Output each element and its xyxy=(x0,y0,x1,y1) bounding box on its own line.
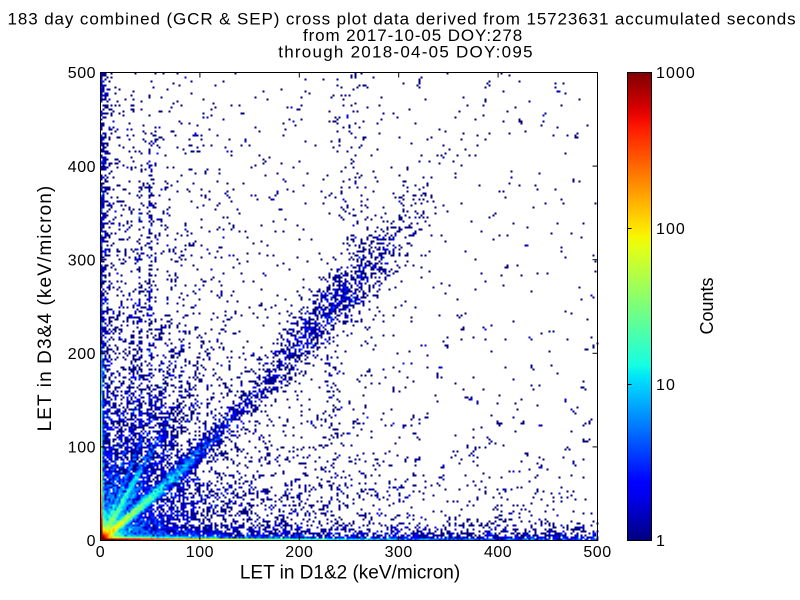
svg-text:400: 400 xyxy=(484,544,512,561)
svg-text:LET in D1&2 (keV/micron): LET in D1&2 (keV/micron) xyxy=(240,563,460,584)
svg-text:500: 500 xyxy=(583,544,611,561)
svg-text:100: 100 xyxy=(68,440,96,457)
svg-text:10: 10 xyxy=(656,377,676,394)
svg-text:from 2017-10-05 DOY:278: from 2017-10-05 DOY:278 xyxy=(303,26,523,45)
svg-text:Counts: Counts xyxy=(697,277,717,334)
svg-text:100: 100 xyxy=(656,221,686,238)
svg-text:through 2018-04-05 DOY:095: through 2018-04-05 DOY:095 xyxy=(278,43,534,62)
svg-text:LET in D3&4 (keV/micron): LET in D3&4 (keV/micron) xyxy=(35,185,56,432)
svg-text:200: 200 xyxy=(68,346,96,363)
svg-text:0: 0 xyxy=(96,544,105,561)
svg-text:1: 1 xyxy=(656,533,666,550)
svg-text:183 day combined (GCR & SEP) c: 183 day combined (GCR & SEP) cross plot … xyxy=(8,10,797,29)
svg-text:400: 400 xyxy=(68,159,96,176)
svg-text:300: 300 xyxy=(68,252,96,269)
svg-text:500: 500 xyxy=(68,65,96,82)
svg-text:1000: 1000 xyxy=(656,65,696,82)
svg-text:300: 300 xyxy=(385,544,413,561)
svg-text:100: 100 xyxy=(186,544,214,561)
svg-text:200: 200 xyxy=(285,544,313,561)
svg-text:0: 0 xyxy=(87,533,96,550)
